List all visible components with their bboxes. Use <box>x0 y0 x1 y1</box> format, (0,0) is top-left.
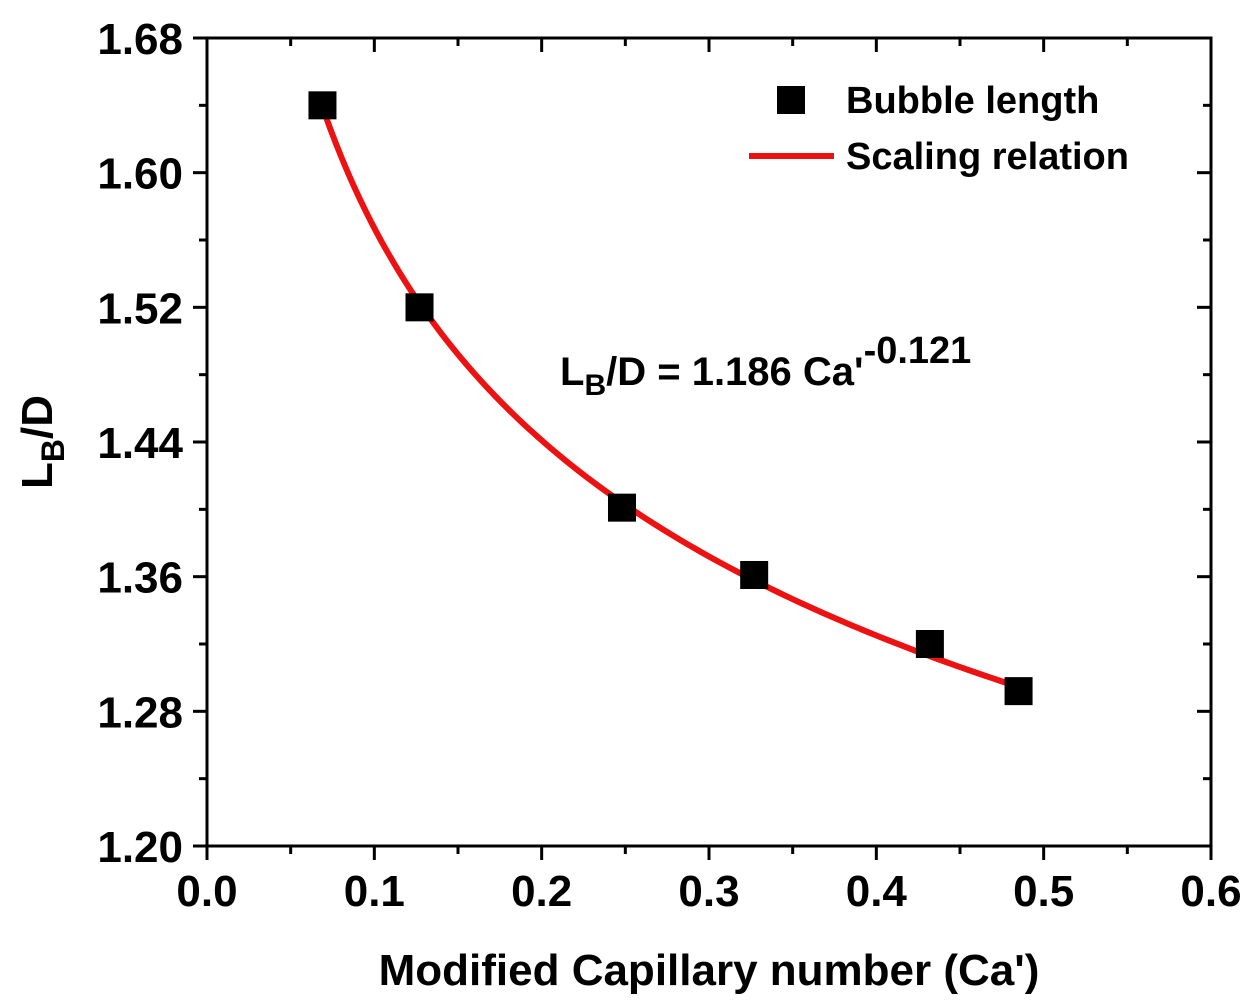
bubble-length-points <box>308 91 1033 706</box>
y-tick-label: 1.44 <box>97 419 183 468</box>
axis-tick-labels: 0.0 0.1 0.2 0.3 0.4 0.5 0.6 1.20 1.28 1.36 1.44 1.5… <box>97 15 1241 916</box>
y-tick-label: 1.52 <box>97 284 183 333</box>
x-tick-label: 0.6 <box>1180 867 1241 916</box>
data-point <box>405 293 434 322</box>
x-axis-title: Modified Capillary number (Ca') <box>379 946 1040 995</box>
y-tick-label: 1.20 <box>97 823 183 872</box>
x-tick-label: 0.0 <box>176 867 237 916</box>
y-tick-label: 1.28 <box>97 688 183 737</box>
equation-annotation: LB/D = 1.186 Ca'-0.121 <box>560 330 971 402</box>
y-axis-title: LB/D <box>13 395 71 489</box>
scaling-relation-curve <box>321 108 1024 691</box>
data-point <box>915 630 944 658</box>
y-tick-label: 1.36 <box>97 554 183 603</box>
x-tick-label: 0.3 <box>678 867 739 916</box>
legend-label-scaling-relation: Scaling relation <box>846 136 1129 178</box>
legend-label-bubble-length: Bubble length <box>846 80 1099 122</box>
x-tick-label: 0.2 <box>511 867 572 916</box>
y-tick-label: 1.60 <box>97 150 183 199</box>
data-point <box>1004 677 1033 706</box>
legend-marker-square <box>777 86 805 114</box>
data-point <box>740 560 769 589</box>
y-tick-label: 1.68 <box>97 15 183 64</box>
x-tick-label: 0.1 <box>344 867 405 916</box>
data-point <box>607 493 636 522</box>
legend: Bubble length Scaling relation <box>749 80 1129 178</box>
data-point <box>308 91 337 120</box>
x-tick-label: 0.5 <box>1013 867 1074 916</box>
axis-ticks <box>193 36 1213 860</box>
x-tick-label: 0.4 <box>846 867 908 916</box>
